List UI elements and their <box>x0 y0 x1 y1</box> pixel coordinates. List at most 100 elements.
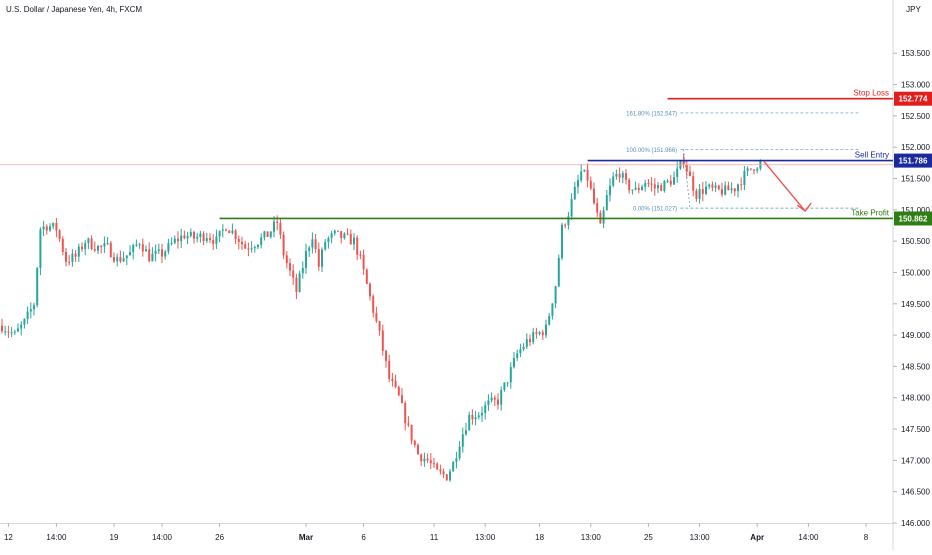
candle-body <box>257 244 259 247</box>
candle-body <box>330 233 333 239</box>
candle-body <box>682 160 685 165</box>
level-name: Sell Entry <box>855 151 889 160</box>
candle-body <box>554 286 557 304</box>
candle-body <box>23 319 26 325</box>
candle-body <box>52 222 55 227</box>
candle-body <box>250 248 253 250</box>
candle-body <box>100 245 103 247</box>
candle-body <box>647 183 650 185</box>
candle-body <box>145 249 147 252</box>
candle-body <box>538 332 541 334</box>
projection-arrow-shaft <box>763 160 806 212</box>
y-tick-label: 153.000 <box>901 81 930 90</box>
candle-body <box>321 249 323 267</box>
y-tick-label: 150.000 <box>901 268 930 277</box>
candle-body <box>231 230 234 234</box>
candle-body <box>410 424 413 441</box>
x-tick-label: 25 <box>644 533 653 542</box>
candle-body <box>138 244 141 246</box>
candle-body <box>33 305 35 310</box>
candle-body <box>685 164 688 172</box>
y-tick-label: 149.500 <box>901 300 930 309</box>
candle-body <box>180 235 183 242</box>
candle-body <box>189 231 192 236</box>
candle-body <box>263 231 266 238</box>
candle-body <box>692 176 695 191</box>
candle-body <box>353 237 355 245</box>
candle-body <box>74 253 77 257</box>
y-tick-label: 151.000 <box>901 206 930 215</box>
candle-body <box>346 233 349 235</box>
candle-body <box>375 312 378 322</box>
candle-body <box>609 185 611 196</box>
candle-body <box>308 247 311 251</box>
candle-body <box>253 246 256 249</box>
candle-body <box>129 252 131 256</box>
candle-body <box>241 241 243 245</box>
candle-body <box>673 177 675 185</box>
y-tick-label: 152.000 <box>901 143 930 152</box>
candle-body <box>477 415 480 418</box>
candle-body <box>301 267 304 274</box>
candle-body <box>55 222 58 231</box>
candle-body <box>628 179 631 191</box>
candle-body <box>657 185 659 189</box>
level-name: Take Profit <box>851 208 890 217</box>
candle-body <box>349 234 352 245</box>
candle-body <box>42 226 45 230</box>
candle-body <box>71 253 74 262</box>
x-tick-label: 14:00 <box>152 533 173 542</box>
y-tick-label: 146.500 <box>901 488 930 497</box>
candle-body <box>314 239 317 250</box>
candle-body <box>10 332 13 334</box>
candle-body <box>196 236 199 239</box>
candle-body <box>625 173 627 180</box>
candle-body <box>500 389 503 405</box>
candle-body <box>260 237 263 245</box>
candle-body <box>93 249 96 251</box>
candle-body <box>173 238 176 243</box>
candle-body <box>711 184 714 188</box>
candle-body <box>394 381 397 387</box>
candle-body <box>13 331 16 333</box>
candle-body <box>730 188 733 191</box>
candle-body <box>487 400 490 406</box>
price-tag <box>894 211 932 226</box>
candle-body <box>490 397 493 401</box>
candle-body <box>551 303 554 316</box>
candle-body <box>497 399 499 405</box>
candle-body <box>429 460 432 464</box>
candle-body <box>119 257 122 262</box>
candle-body <box>714 185 717 188</box>
candle-body <box>733 188 736 192</box>
y-tick-label: 148.500 <box>901 362 930 371</box>
candle-body <box>458 446 461 459</box>
candle-body <box>1 325 3 332</box>
candle-body <box>407 423 410 425</box>
y-tick-label: 148.000 <box>901 394 930 403</box>
candle-body <box>282 234 285 256</box>
candle-body <box>58 230 61 239</box>
candle-body <box>266 231 269 237</box>
candle-body <box>513 358 515 368</box>
y-tick-label: 149.000 <box>901 331 930 340</box>
candle-body <box>413 440 416 446</box>
candle-body <box>612 176 615 186</box>
candle-body <box>756 168 759 171</box>
candle-body <box>727 185 730 191</box>
candle-body <box>564 224 567 226</box>
candle-body <box>631 189 634 191</box>
candle-body <box>327 238 330 242</box>
candle-body <box>545 324 547 336</box>
candle-body <box>423 458 426 462</box>
x-tick-label: 13:00 <box>581 533 602 542</box>
candle-body <box>567 216 570 226</box>
candle-body <box>90 238 93 250</box>
candle-body <box>589 180 592 189</box>
candle-body <box>289 263 291 271</box>
candle-body <box>116 257 119 262</box>
candle-body <box>701 189 704 194</box>
candle-body <box>183 235 186 239</box>
